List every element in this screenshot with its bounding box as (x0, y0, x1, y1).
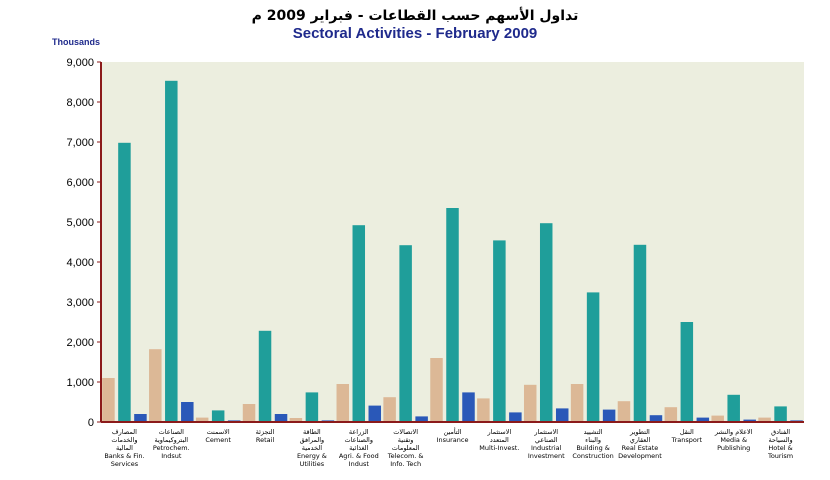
x-category-label: التشييد والبناء Building & Construction (572, 428, 613, 460)
bar-series-3 (181, 402, 194, 422)
bar-series-1 (758, 417, 771, 422)
y-tick-label: 5,000 (66, 217, 94, 229)
bar-series-1 (102, 378, 115, 422)
y-tick-label: 6,000 (66, 177, 94, 189)
x-category-label: الفنادق والسياحة Hotel & Tourism (767, 428, 793, 460)
bar-series-3 (462, 392, 475, 422)
bar-series-1 (289, 418, 303, 422)
y-tick-label: 4,000 (66, 257, 94, 269)
y-tick-label: 1,000 (66, 377, 94, 389)
bar-series-1 (664, 407, 678, 422)
bar-series-3 (274, 414, 288, 422)
x-category-label: الاتصالات وتقنية المعلومات Telecom. & Info. … (387, 428, 424, 468)
bar-series-2 (399, 245, 412, 422)
bar-series-2 (539, 223, 553, 422)
bar-series-1 (430, 358, 443, 422)
y-tick-label: 8,000 (66, 97, 94, 109)
x-category-label: التأمين Insurance (437, 427, 469, 444)
y-tick-label: 0 (88, 417, 94, 429)
bar-series-2 (352, 225, 366, 422)
y-tick-label: 2,000 (66, 337, 94, 349)
bar-series-1 (711, 415, 724, 422)
bar-series-2 (258, 330, 272, 422)
bar-series-1 (570, 384, 584, 422)
chart-title: Sectoral Activities - February 2009 (292, 25, 538, 42)
bar-series-1 (336, 384, 350, 422)
bar-series-3 (509, 412, 522, 422)
bar-series-3 (368, 405, 382, 422)
bar-series-2 (211, 410, 225, 422)
x-category-label: المصارف والخدمات المالية Banks & Fin. Servic… (104, 428, 144, 468)
chart-title-arabic: تداول الأسهم حسب القطاعات - فبراير 2009 … (251, 8, 579, 24)
bar-series-1 (242, 404, 256, 422)
y-tick-label: 9,000 (66, 57, 94, 69)
bar-series-1 (523, 384, 537, 422)
bar-series-2 (118, 142, 131, 423)
x-category-label: الاستثمار المتعدد Multi-Invest. (479, 428, 519, 452)
bar-series-2 (774, 406, 787, 422)
bar-series-2 (633, 244, 647, 422)
x-category-label: الصناعات البتروكيماوية Petrochem. Indsut (153, 428, 190, 460)
bar-series-1 (617, 401, 631, 422)
bar-series-2 (680, 322, 694, 422)
y-tick-label: 3,000 (66, 297, 94, 309)
bar-series-2 (165, 80, 178, 423)
bar-series-2 (727, 394, 740, 422)
bar-series-3 (134, 414, 147, 422)
bar-series-2 (493, 240, 506, 422)
y-tick-label: 7,000 (66, 137, 94, 149)
bar-series-3 (555, 408, 569, 422)
x-category-label: التجزئة Retail (256, 428, 275, 444)
bar-series-2 (446, 208, 459, 422)
x-category-label: الاعلام والنشر Media & Publishing (714, 428, 753, 452)
x-category-label: الطاقة والمرافق الخدمية Energy & Utilities (297, 428, 327, 468)
x-category-label: التطوير العقاري Real Estate Development (618, 428, 662, 460)
bar-series-3 (743, 419, 756, 422)
x-category-label: الاسمنت Cement (205, 428, 231, 444)
bar-series-1 (477, 398, 490, 422)
bar-series-1 (195, 417, 209, 422)
bar-series-3 (415, 416, 428, 422)
bar-series-3 (696, 417, 710, 422)
bar-series-1 (383, 397, 396, 422)
bar-series-2 (305, 392, 319, 422)
y-axis-unit-label: Thousands (52, 37, 101, 47)
bar-series-3 (649, 415, 663, 422)
bar-series-2 (586, 292, 600, 422)
x-category-label: الزراعة والصناعات الغذائية Agri. & Food Indu… (339, 428, 379, 468)
bar-series-3 (602, 409, 616, 422)
x-category-label: النقل Transport (671, 428, 703, 444)
bar-series-1 (149, 349, 162, 422)
x-category-label: الاستثمار الصناعي Industrial Investment (528, 428, 565, 460)
